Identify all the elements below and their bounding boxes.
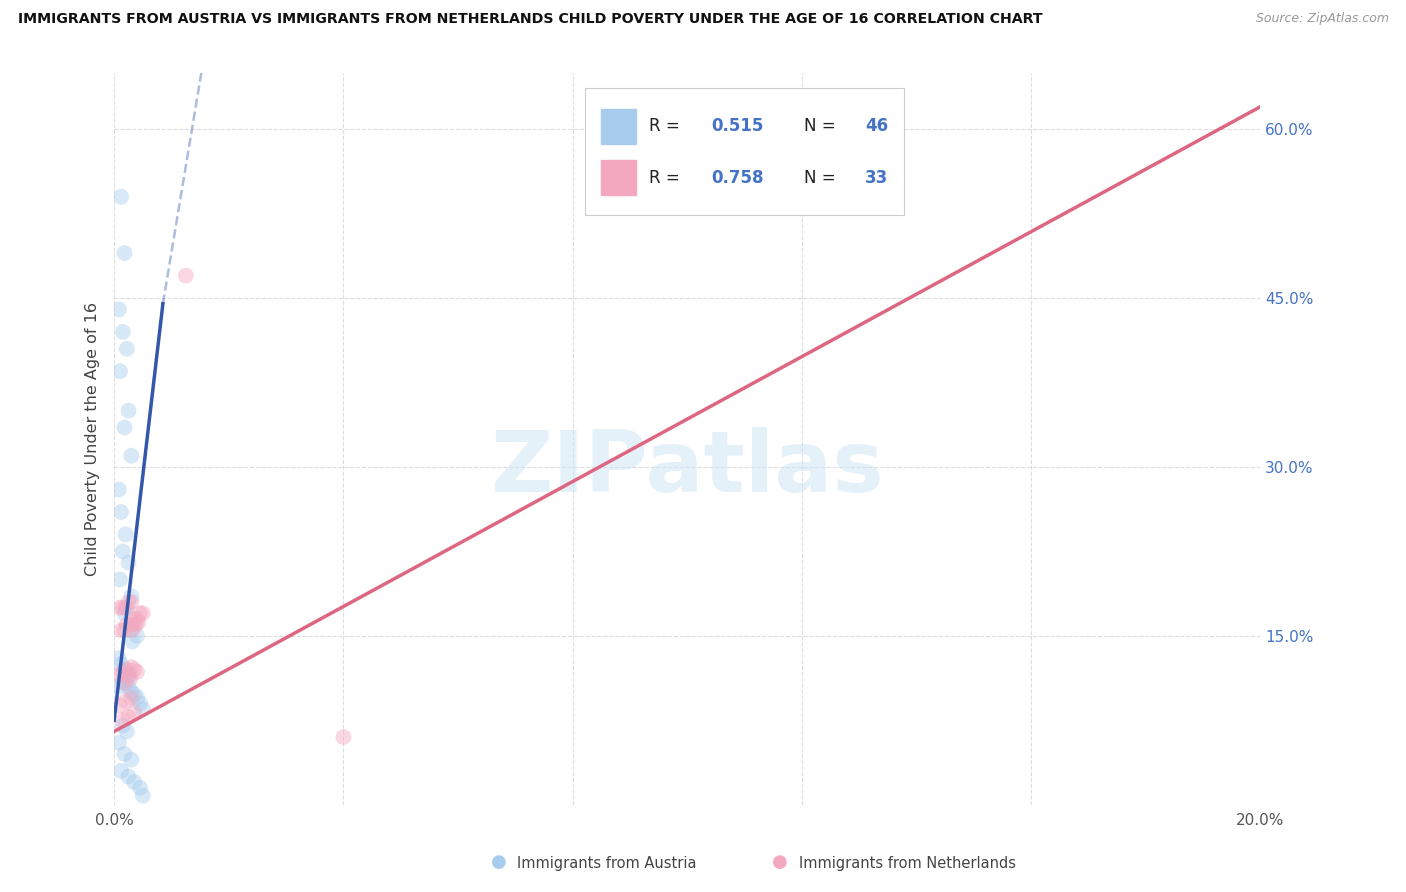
Point [120,668,142,682]
Point [110,657,132,671]
Point [111,325,134,339]
Point [107,483,129,497]
Point [114,747,136,761]
Point [110,505,132,519]
Point [115,600,138,615]
Point [107,668,129,682]
Point [110,764,132,778]
Point [114,246,136,260]
Point [129,607,152,621]
Point [114,600,136,615]
Point [115,668,138,682]
Point [122,706,145,720]
Point [122,617,145,632]
Point [120,690,142,705]
Point [122,775,145,789]
Point [129,780,152,795]
Text: 0.515: 0.515 [711,118,763,136]
Point [125,617,148,632]
Y-axis label: Child Poverty Under the Age of 16: Child Poverty Under the Age of 16 [86,301,100,576]
Point [127,612,149,626]
Bar [602,160,636,195]
Point [114,676,136,690]
Point [111,665,134,679]
Point [111,600,134,615]
Point [120,449,142,463]
Text: 46: 46 [865,118,889,136]
Point [122,663,145,677]
Text: Source: ZipAtlas.com: Source: ZipAtlas.com [1256,12,1389,26]
Point [108,680,131,694]
Point [108,600,131,615]
Point [117,556,139,570]
Point [117,680,139,694]
Point [132,789,155,803]
Point [110,623,132,637]
Point [121,634,143,648]
Point [115,663,138,677]
Point [114,607,136,621]
Point [114,694,136,708]
Point [120,660,142,674]
Point [117,668,139,682]
Point [127,615,149,630]
Point [107,736,129,750]
Point [122,687,145,701]
Point [117,403,139,417]
Point [114,623,136,637]
FancyBboxPatch shape [585,88,904,215]
Point [121,623,143,637]
Point [108,573,131,587]
Bar [602,109,636,144]
Text: N =: N = [804,169,835,186]
Point [120,753,142,767]
Point [115,724,138,739]
Text: 0.758: 0.758 [711,169,763,186]
Point [114,676,136,690]
Point [111,544,134,558]
Point [132,607,155,621]
Text: IMMIGRANTS FROM AUSTRIA VS IMMIGRANTS FROM NETHERLANDS CHILD POVERTY UNDER THE A: IMMIGRANTS FROM AUSTRIA VS IMMIGRANTS FR… [18,12,1043,27]
Point [117,710,139,724]
Point [174,268,197,283]
Point [120,590,142,604]
Point [117,769,139,783]
Point [120,617,142,632]
Point [120,672,142,686]
Point [108,698,131,713]
Point [115,342,138,356]
Point [110,190,132,204]
Text: Immigrants from Netherlands: Immigrants from Netherlands [799,855,1015,871]
Point [332,730,354,744]
Text: Immigrants from Austria: Immigrants from Austria [517,855,697,871]
Point [120,595,142,609]
Point [114,663,136,677]
Point [120,685,142,699]
Text: 33: 33 [865,169,889,186]
Point [111,673,134,688]
Point [114,420,136,434]
Text: ●: ● [772,853,789,871]
Text: N =: N = [804,118,835,136]
Point [114,527,136,541]
Point [111,713,134,727]
Point [122,612,145,626]
Point [127,629,149,643]
Point [127,665,149,679]
Point [127,690,149,705]
Point [129,696,152,710]
Point [107,302,129,317]
Point [132,702,155,716]
Point [111,719,134,733]
Text: ●: ● [491,853,508,871]
Text: ZIPatlas: ZIPatlas [491,426,884,509]
Point [107,651,129,665]
Point [115,617,138,632]
Text: R =: R = [650,118,681,136]
Point [108,364,131,378]
Text: R =: R = [650,169,681,186]
Point [120,623,142,637]
Point [117,595,139,609]
